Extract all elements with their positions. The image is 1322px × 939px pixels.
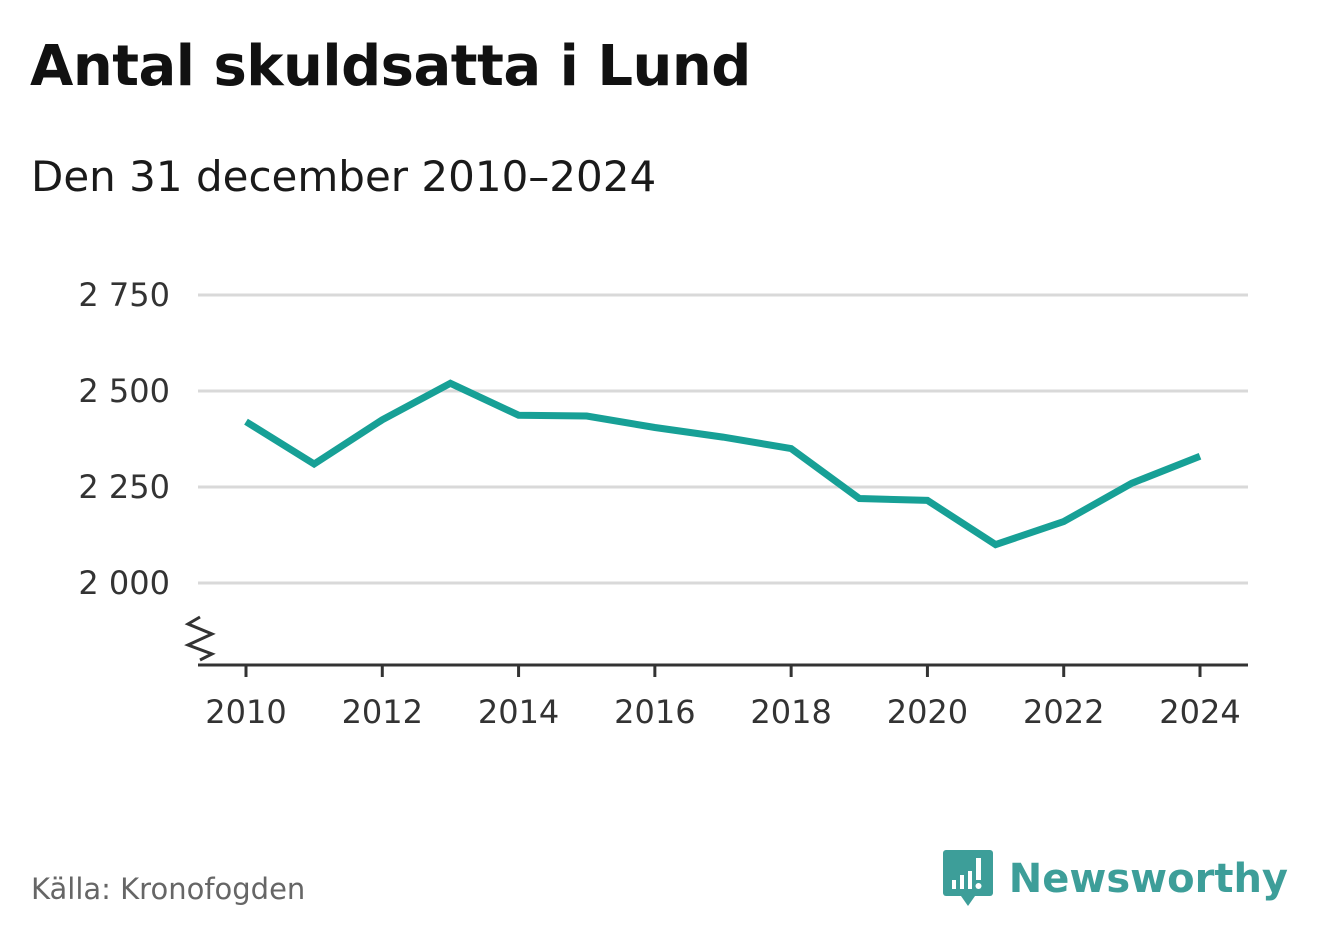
x-tick-label: 2024 xyxy=(1159,693,1240,731)
x-tick-label: 2020 xyxy=(887,693,968,731)
series-line xyxy=(244,379,1202,549)
chart-speech-bubble-icon xyxy=(942,850,993,906)
y-tick-label: 2 750 xyxy=(78,276,170,314)
source-note: Källa: Kronofogden xyxy=(31,872,306,906)
x-tick-label: 2012 xyxy=(342,693,423,731)
axis-break-icon xyxy=(184,615,216,662)
x-axis-tick-labels: 2010 2012 2014 2016 2018 2020 2022 2024 xyxy=(205,665,1241,731)
y-axis-tick-labels: 2 000 2 250 2 500 2 750 xyxy=(78,276,170,602)
x-axis xyxy=(184,615,1248,667)
y-tick-label: 2 000 xyxy=(78,564,170,602)
x-tick-label: 2010 xyxy=(205,693,286,731)
x-tick-label: 2016 xyxy=(614,693,695,731)
x-tick-label: 2022 xyxy=(1023,693,1104,731)
grid-lines xyxy=(198,293,1248,585)
brand-logo: Newsworthy xyxy=(942,850,1288,908)
x-tick-label: 2018 xyxy=(750,693,831,731)
y-tick-label: 2 500 xyxy=(78,372,170,410)
chart-subtitle: Den 31 december 2010–2024 xyxy=(31,152,657,201)
x-tick-label: 2014 xyxy=(478,693,559,731)
y-tick-label: 2 250 xyxy=(78,468,170,506)
chart-title: Antal skuldsatta i Lund xyxy=(30,34,751,99)
series-lines xyxy=(244,379,1202,549)
brand-name: Newsworthy xyxy=(1008,856,1288,902)
